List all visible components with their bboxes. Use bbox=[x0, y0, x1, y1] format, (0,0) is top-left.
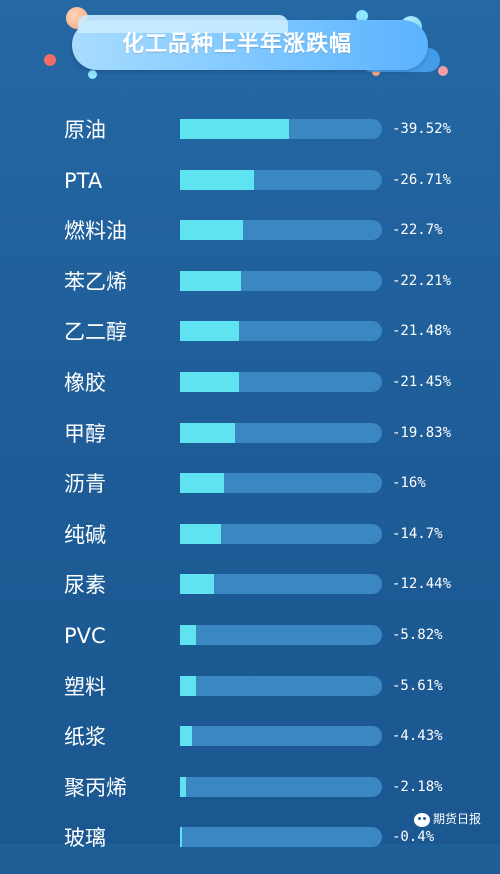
category-label: 乙二醇 bbox=[64, 320, 127, 345]
header-banner-tab bbox=[78, 15, 288, 33]
chart-row: 原油 -39.52% bbox=[0, 116, 500, 166]
bar-track bbox=[180, 625, 382, 645]
chart-row: 塑料 -5.61% bbox=[0, 673, 500, 723]
chart-row: 乙二醇 -21.48% bbox=[0, 318, 500, 368]
chart-row: 聚丙烯 -2.18% bbox=[0, 774, 500, 824]
bar bbox=[180, 827, 182, 848]
value-label: -12.44% bbox=[392, 576, 452, 593]
value-label: -22.7% bbox=[392, 222, 443, 239]
chart-row: 纸浆 -4.43% bbox=[0, 723, 500, 773]
bar-track bbox=[180, 827, 382, 848]
decor-dot-cyan bbox=[356, 10, 368, 22]
bar bbox=[180, 422, 235, 443]
chart-row: 纯碱 -14.7% bbox=[0, 521, 500, 571]
category-label: 橡胶 bbox=[64, 371, 106, 395]
bar-track bbox=[180, 574, 382, 595]
bar-track bbox=[180, 270, 382, 291]
bar bbox=[180, 574, 215, 595]
decor-dot-pink bbox=[438, 66, 448, 76]
bar-chart: 原油 -39.52% PTA -26.71% 燃料油 -22.7% 苯乙烯 -22.21% 乙二… bbox=[0, 116, 500, 850]
chart-row: 尿素 -12.44% bbox=[0, 571, 500, 621]
category-label: 聚丙烯 bbox=[64, 775, 127, 800]
bar bbox=[180, 625, 197, 645]
value-label: -26.71% bbox=[392, 171, 452, 188]
watermark-text: 期货日报 bbox=[433, 812, 482, 826]
category-label: 纯碱 bbox=[64, 522, 106, 547]
chart-row: PVC -5.82% bbox=[0, 622, 500, 672]
category-label: 燃料油 bbox=[64, 219, 127, 244]
bar bbox=[180, 270, 242, 291]
value-label: -21.48% bbox=[392, 323, 452, 340]
value-label: -19.83% bbox=[392, 424, 452, 441]
value-label: -16% bbox=[392, 475, 426, 492]
bar-track bbox=[180, 523, 382, 544]
category-label: 塑料 bbox=[64, 674, 106, 699]
value-label: -5.82% bbox=[392, 627, 443, 643]
chart-title: 化工品种上半年涨跌幅 bbox=[121, 32, 352, 57]
page-background: 化工品种上半年涨跌幅 原油 -39.52% PTA -26.71% 燃料油 -22.7% 苯… bbox=[0, 0, 500, 850]
bar-track bbox=[180, 372, 382, 392]
bar bbox=[180, 372, 240, 392]
value-label: -4.43% bbox=[392, 728, 443, 745]
chart-row: 甲醇 -19.83% bbox=[0, 420, 500, 470]
value-label: -14.7% bbox=[392, 525, 443, 542]
category-label: 纸浆 bbox=[64, 725, 106, 750]
category-label: 玻璃 bbox=[64, 826, 106, 851]
watermark: 期货日报 bbox=[414, 808, 481, 830]
chart-row: 沥青 -16% bbox=[0, 470, 500, 520]
category-label: 苯乙烯 bbox=[64, 269, 127, 294]
bar-track bbox=[180, 776, 382, 797]
value-label: -39.52% bbox=[392, 121, 452, 137]
bar-track bbox=[180, 119, 382, 139]
value-label: -22.21% bbox=[392, 272, 452, 289]
chart-row: 玻璃 -0.4% bbox=[0, 824, 500, 874]
bar bbox=[180, 675, 196, 696]
bar-track bbox=[180, 675, 382, 696]
bar bbox=[180, 321, 240, 342]
value-label: -2.18% bbox=[392, 778, 443, 795]
bar-track bbox=[180, 220, 382, 241]
chart-row: 燃料油 -22.7% bbox=[0, 217, 500, 267]
bar-track bbox=[180, 169, 382, 190]
chart-row: PTA -26.71% bbox=[0, 167, 500, 217]
bar bbox=[180, 523, 221, 544]
bar bbox=[180, 776, 187, 797]
chart-row: 苯乙烯 -22.21% bbox=[0, 268, 500, 318]
bar-track bbox=[180, 321, 382, 342]
bar-track bbox=[180, 473, 382, 494]
category-label: PVC bbox=[64, 624, 106, 648]
wechat-icon bbox=[414, 812, 430, 827]
category-label: 尿素 bbox=[64, 573, 106, 598]
category-label: 甲醇 bbox=[64, 421, 106, 446]
bar-track bbox=[180, 726, 382, 747]
chart-row: 橡胶 -21.45% bbox=[0, 369, 500, 419]
bar bbox=[180, 220, 243, 241]
category-label: 原油 bbox=[64, 118, 106, 142]
value-label: -21.45% bbox=[392, 374, 452, 390]
decor-dot-cyan-small bbox=[88, 70, 97, 79]
bar bbox=[180, 726, 193, 747]
category-label: 沥青 bbox=[64, 472, 106, 497]
value-label: -0.4% bbox=[392, 829, 435, 846]
decor-dot-red bbox=[44, 54, 56, 66]
bar bbox=[180, 169, 254, 190]
bar-track bbox=[180, 422, 382, 443]
decor-dot-orange-small bbox=[372, 68, 380, 76]
bar bbox=[180, 473, 225, 494]
value-label: -5.61% bbox=[392, 677, 443, 694]
category-label: PTA bbox=[64, 168, 103, 193]
bar bbox=[180, 119, 290, 139]
